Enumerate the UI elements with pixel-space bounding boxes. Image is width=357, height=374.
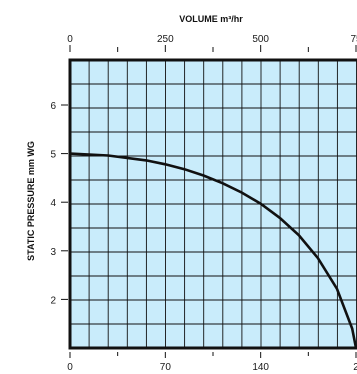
y-axis-tick-label: 2 [50, 295, 56, 306]
bottom-axis-tick-label: 70 [160, 362, 172, 373]
bottom-axis-tick-label: 2 [353, 362, 357, 373]
pressure-curve [69, 152, 357, 349]
top-axis-tick-label: 75 [350, 34, 357, 45]
top-axis-tick-label: 500 [252, 34, 269, 45]
y-axis-title: STATIC PRESSURE mm WG [26, 141, 36, 261]
top-axis: 0 250 500 75 [67, 34, 357, 52]
top-axis-tick-label: 0 [67, 34, 73, 45]
bottom-axis-tick-label: 0 [67, 362, 73, 373]
bottom-axis: 0 70 140 2 [67, 352, 357, 373]
y-axis-tick-label: 3 [50, 247, 56, 258]
y-axis-tick-label: 6 [50, 101, 56, 112]
y-axis-tick-label: 5 [50, 150, 56, 161]
top-axis-tick-label: 250 [157, 34, 174, 45]
bottom-axis-tick-label: 140 [252, 362, 269, 373]
y-axis: 2 3 4 5 6 [50, 101, 68, 306]
y-axis-tick-label: 4 [50, 198, 56, 209]
x-axis-title-top: VOLUME m³/hr [179, 14, 243, 24]
